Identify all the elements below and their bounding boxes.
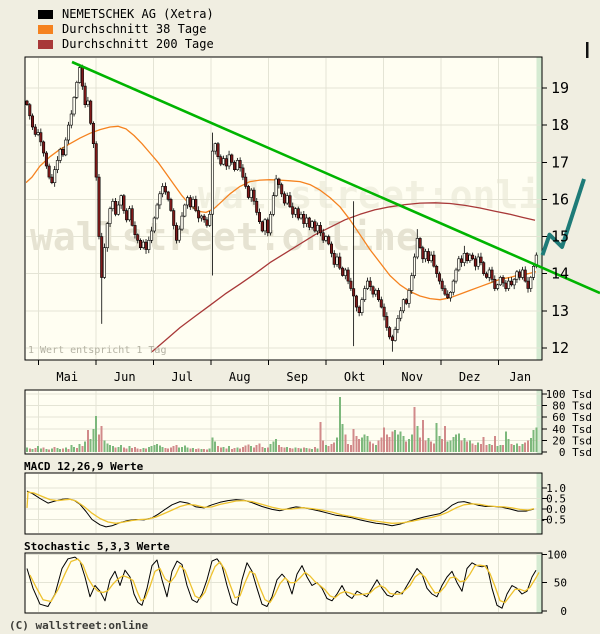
volume-bars bbox=[26, 396, 538, 452]
stochastic-d-line bbox=[29, 558, 540, 604]
scale-note: 1 Wert entspricht 1 Tag bbox=[28, 345, 167, 356]
legend-item: Durchschnitt 38 Tage bbox=[38, 22, 214, 36]
candlestick-series bbox=[25, 63, 538, 352]
trendline bbox=[71, 60, 600, 295]
legend: NEMETSCHEK AG (Xetra) Durchschnitt 38 Tag… bbox=[38, 7, 214, 52]
legend-item: Durchschnitt 200 Tage bbox=[38, 37, 214, 51]
stochastic-tick-label: 50 bbox=[554, 577, 567, 590]
macd-panel-frame bbox=[24, 472, 543, 535]
month-label: Jan bbox=[509, 370, 531, 384]
legend-swatch-icon bbox=[38, 39, 53, 49]
legend-label: NEMETSCHEK AG (Xetra) bbox=[62, 7, 214, 21]
legend-item: NEMETSCHEK AG (Xetra) bbox=[38, 7, 214, 21]
macd-panel-title: MACD 12,26,9 Werte bbox=[24, 460, 144, 473]
macd-tick-label: 0.5 bbox=[546, 493, 566, 506]
volume-tick-label: 20 Tsd bbox=[552, 434, 592, 447]
legend-label: Durchschnitt 38 Tage bbox=[62, 22, 207, 36]
volume-tick-label: 40 Tsd bbox=[552, 423, 592, 436]
price-tick-label: 13 bbox=[551, 302, 569, 320]
month-label: Sep bbox=[286, 370, 308, 384]
legend-swatch-icon bbox=[38, 9, 53, 19]
stochastic-tick-label: 100 bbox=[547, 548, 567, 561]
legend-swatch-icon bbox=[38, 24, 53, 34]
price-tick-label: 15 bbox=[551, 228, 569, 246]
forecast-band bbox=[536, 390, 542, 454]
macd-tick-label: 0.0 bbox=[546, 503, 566, 516]
macd-tick-label: -0.5 bbox=[540, 514, 567, 527]
macd-tick-label: 1.0 bbox=[546, 482, 566, 495]
forecast-band bbox=[536, 473, 542, 534]
month-label: Aug bbox=[229, 370, 251, 384]
month-label: Dez bbox=[459, 370, 481, 384]
stochastic-tick-label: 0 bbox=[560, 605, 567, 618]
price-tick-label: 12 bbox=[551, 339, 569, 357]
stochastic-panel-title: Stochastic 5,3,3 Werte bbox=[24, 540, 170, 553]
volume-tick-label: 80 Tsd bbox=[552, 400, 592, 413]
forecast-band bbox=[536, 57, 542, 360]
price-tick-label: 18 bbox=[551, 116, 569, 134]
price-tick-label: 14 bbox=[551, 265, 569, 283]
price-tick-label: 19 bbox=[551, 79, 569, 97]
volume-tick-label: 60 Tsd bbox=[552, 411, 592, 424]
month-label: Okt bbox=[344, 370, 366, 384]
month-label: Jun bbox=[114, 370, 136, 384]
ma38-line bbox=[26, 125, 537, 301]
axis-ticks bbox=[38, 87, 547, 612]
legend-label: Durchschnitt 200 Tage bbox=[62, 37, 214, 51]
macd-line bbox=[26, 490, 535, 528]
month-label: Jul bbox=[171, 370, 193, 384]
macd-signal-line bbox=[26, 491, 535, 524]
corner-mark bbox=[586, 42, 589, 58]
month-label: Nov bbox=[401, 370, 423, 384]
forecast-arrow bbox=[540, 178, 586, 256]
ma200-line bbox=[151, 202, 536, 353]
price-tick-label: 17 bbox=[551, 153, 569, 171]
volume-tick-label: 0 Tsd bbox=[559, 446, 592, 459]
copyright: (C) wallstreet:online bbox=[9, 619, 149, 632]
watermark: wallstreet:online bbox=[30, 215, 419, 259]
month-label: Mai bbox=[56, 370, 78, 384]
volume-tick-label: 100 Tsd bbox=[546, 388, 592, 401]
price-tick-label: 16 bbox=[551, 190, 569, 208]
